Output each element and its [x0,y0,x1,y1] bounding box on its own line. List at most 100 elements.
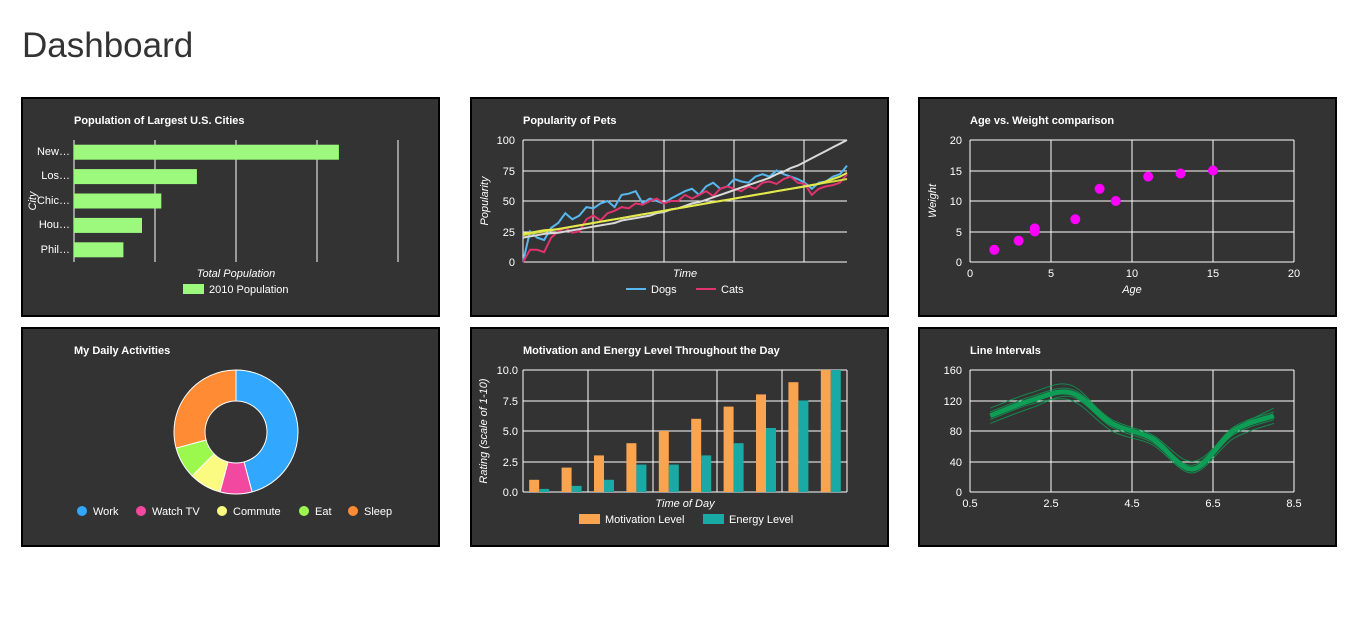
data-point [989,244,1000,255]
bar [74,193,162,209]
chart-activities: My Daily Activities Work Watch TV Commut… [74,345,392,518]
chart-title: Motivation and Energy Level Throughout t… [523,345,781,357]
tick-label: Los… [41,170,70,182]
axis-label-x: Total Population [197,268,276,280]
bar [539,488,550,492]
series-line [989,389,1275,472]
pie-slice [173,369,237,449]
tick-label: 6.5 [1205,498,1220,510]
tick-label: 15 [1207,268,1219,280]
chart-panel-motivation: Motivation and Energy Level Throughout t… [470,327,889,547]
chart-title: My Daily Activities [74,345,170,357]
bar [571,485,582,492]
legend-label: Cats [721,284,744,296]
tick-label: 10.0 [497,365,518,377]
data-point [1094,183,1105,194]
tick-label: 5 [956,227,962,239]
tick-label: 7.5 [503,396,518,408]
chart-panel-age-weight: Age vs. Weight comparison 20 15 10 5 0 0… [918,97,1337,317]
legend-label: Work [93,506,119,518]
data-point [1110,196,1121,206]
tick-label: New… [37,146,70,158]
axis-label-x: Age [1121,284,1142,296]
tick-label: 160 [944,365,962,377]
points [989,165,1218,255]
donut [173,369,299,495]
legend-label: 2010 Population [209,284,289,296]
bar [723,406,734,492]
legend-swatch [703,514,724,524]
tick-label: Hou… [39,219,70,231]
axis-label-x: Time of Day [655,498,716,510]
legend-swatch [77,506,87,516]
legend-swatch [299,506,309,516]
legend-label: Dogs [651,284,677,296]
tick-label: 10 [1126,268,1138,280]
bars [74,144,339,258]
axis-label-y: Rating (scale of 1-10) [478,378,490,483]
legend-label: Motivation Level [605,514,685,526]
tick-label: 0 [956,257,962,269]
axis-label-y: City [27,190,39,210]
bar [766,428,776,492]
interval-line [990,395,1274,472]
tick-label: 8.5 [1286,498,1301,510]
tick-label: 20 [1288,268,1300,280]
data-point [1029,223,1040,234]
bar [701,455,712,492]
chart-title: Population of Largest U.S. Cities [74,115,245,127]
bar [604,479,614,492]
lines [522,139,848,263]
bar [74,169,197,185]
bar [798,400,809,492]
legend-label: Eat [315,506,332,518]
bars [529,370,841,492]
tick-label: 20 [950,135,962,147]
chart-age-weight: Age vs. Weight comparison 20 15 10 5 0 0… [927,115,1300,296]
trend-line [522,172,848,235]
grid [73,140,399,262]
tick-label: 0 [967,268,973,280]
tick-label: 2.5 [1043,498,1058,510]
tick-label: 40 [950,457,962,469]
legend-swatch [579,514,600,524]
lines [989,383,1275,474]
tick-label: 120 [944,396,962,408]
bar [529,479,540,492]
tick-label: 2.5 [503,457,518,469]
axis-label-x: Time [673,268,697,280]
tick-label: 10 [950,196,962,208]
bar [561,467,572,492]
legend-swatch [136,506,146,516]
chart-panel-intervals: Line Intervals 160 120 80 40 0 0.5 2.5 4… [918,327,1337,547]
data-point [1013,235,1024,246]
axis-label-y: Popularity [479,175,491,225]
grid [969,139,1295,263]
legend-label: Commute [233,506,281,518]
data-point [1070,214,1081,225]
tick-label: Phil… [41,244,70,256]
bar [820,370,831,492]
legend-label: Sleep [364,506,392,518]
tick-label: 80 [950,426,962,438]
data-point [1175,168,1186,179]
chart-intervals: Line Intervals 160 120 80 40 0 0.5 2.5 4… [944,345,1302,510]
bar [668,464,679,492]
legend-label: Watch TV [152,506,200,518]
chart-title: Line Intervals [970,345,1041,357]
tick-label: 0.0 [503,487,518,499]
chart-title: Popularity of Pets [523,115,617,127]
tick-label: 5.0 [503,426,518,438]
trend-line [522,139,848,239]
tick-label: Chic… [37,195,70,207]
page-title: Dashboard [22,26,194,65]
bar [733,443,744,492]
bar [626,443,637,492]
data-point [1143,171,1154,182]
tick-label: 50 [503,196,515,208]
chart-motivation: Motivation and Energy Level Throughout t… [478,345,848,526]
grid [522,139,847,263]
pie-slice [235,369,299,493]
chart-title: Age vs. Weight comparison [970,115,1114,127]
tick-label: 0 [956,487,962,499]
